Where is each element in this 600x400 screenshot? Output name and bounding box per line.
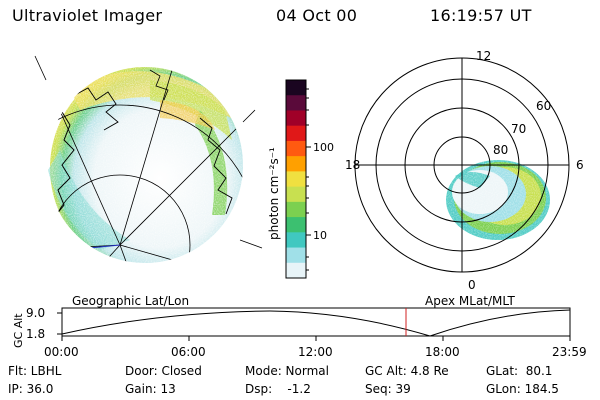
colorbar-segment xyxy=(286,217,306,233)
colorbar-segment xyxy=(286,125,306,142)
alt-xtick-0000: 00:00 xyxy=(44,345,79,359)
polar-plot: 12 18 6 0 60 70 80 xyxy=(345,49,584,292)
info-glon: GLon: 184.5 xyxy=(486,382,559,396)
colorbar-segment xyxy=(286,80,306,96)
mlt-label-12: 12 xyxy=(476,49,491,63)
alt-ylabel: GC Alt xyxy=(12,313,25,348)
alt-xtick-1800: 18:00 xyxy=(425,345,460,359)
image-title: Ultraviolet Imager xyxy=(12,6,163,25)
info-glat: GLat: 80.1 xyxy=(486,364,553,378)
lat-label-60: 60 xyxy=(536,99,551,113)
info-door: Door: Closed xyxy=(125,364,202,378)
altitude-plot: GC Alt 9.0 1.8 00:00 06:00 12:00 18:00 2… xyxy=(12,306,587,359)
left-panel-label: Geographic Lat/Lon xyxy=(72,294,189,308)
colorbar-tick-100: 100 xyxy=(313,141,334,154)
colorbar-segment xyxy=(286,262,306,279)
alt-ytick-1.8: 1.8 xyxy=(26,327,45,341)
colorbar-segment xyxy=(286,247,306,264)
alt-ytick-9: 9.0 xyxy=(26,306,45,320)
mlt-label-0: 0 xyxy=(468,278,476,292)
colorbar-segment xyxy=(286,95,306,111)
colorbar-segment xyxy=(286,201,306,218)
info-ip: IP: 36.0 xyxy=(8,382,54,396)
mlt-label-18: 18 xyxy=(345,158,360,172)
info-mode: Mode: Normal xyxy=(245,364,329,378)
lat-label-70: 70 xyxy=(511,122,526,136)
info-dsp: Dsp: -1.2 xyxy=(245,382,311,396)
colorbar-unit-label: photon cm⁻²s⁻¹ xyxy=(267,147,281,240)
colorbar-segment xyxy=(286,186,306,203)
colorbar-segment xyxy=(286,171,306,188)
mlt-label-6: 6 xyxy=(576,158,584,172)
info-seq: Seq: 39 xyxy=(365,382,411,396)
geographic-image xyxy=(34,55,263,263)
colorbar-segment xyxy=(286,232,306,249)
alt-xtick-2359: 23:59 xyxy=(552,345,587,359)
colorbar-tick-10: 10 xyxy=(313,229,327,242)
lat-label-80: 80 xyxy=(493,143,508,157)
info-filter: Flt: LBHL xyxy=(8,364,62,378)
colorbar-segment xyxy=(286,140,306,157)
image-date: 04 Oct 00 xyxy=(276,6,358,25)
colorbar: 100 10 photon cm⁻²s⁻¹ xyxy=(267,79,334,279)
image-time: 16:19:57 UT xyxy=(430,6,532,25)
alt-xtick-0600: 06:00 xyxy=(171,345,206,359)
info-gc-alt: GC Alt: 4.8 Re xyxy=(365,364,449,378)
alt-xtick-1200: 12:00 xyxy=(298,345,333,359)
colorbar-segment xyxy=(286,110,306,127)
colorbar-segment xyxy=(286,156,306,172)
right-panel-label: Apex MLat/MLT xyxy=(425,294,515,308)
info-gain: Gain: 13 xyxy=(125,382,176,396)
